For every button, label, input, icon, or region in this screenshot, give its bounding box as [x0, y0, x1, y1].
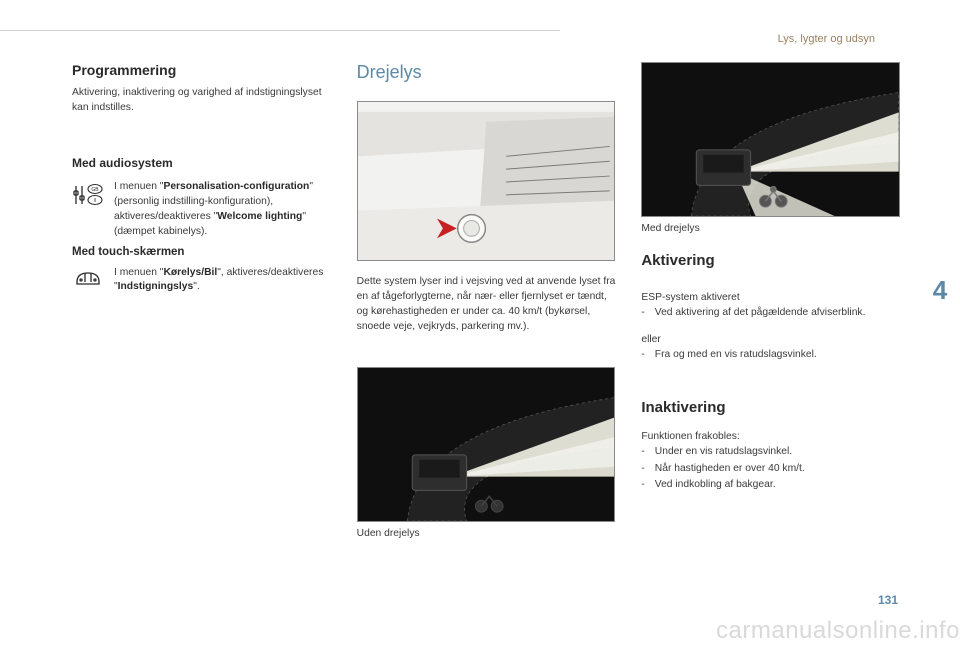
watermark: carmanualsonline.info — [716, 617, 960, 645]
chapter-tab: 4 — [920, 266, 960, 314]
settings-sliders-icon: GB I — [72, 180, 104, 208]
heading-audio: Med audiosystem — [72, 156, 331, 170]
page-content: Programmering Aktivering, inaktivering o… — [72, 62, 900, 634]
inakt-bullet-3: -Ved indkobling af bakgear. — [641, 478, 900, 493]
svg-text:I: I — [94, 198, 96, 204]
breadcrumb: Lys, lygter og udsyn — [778, 33, 875, 45]
figure-without-drejelys — [357, 367, 616, 522]
inakt-lead: Funktionen frakobles: — [641, 430, 900, 445]
header-rule — [0, 30, 560, 31]
akt-bullet-2: -Fra og med en vis ratudslagsvinkel. — [641, 348, 900, 363]
figure-foglight — [357, 101, 616, 261]
audio-block: GB I I menuen "Personalisation-configura… — [72, 180, 331, 240]
page-number: 131 — [878, 593, 898, 607]
touch-block: I menuen "Kørelys/Bil", aktiveres/deakti… — [72, 266, 331, 296]
svg-text:GB: GB — [91, 187, 99, 193]
column-middle: Drejelys — [357, 62, 616, 634]
prog-body: Aktivering, inaktivering og varighed af … — [72, 86, 331, 116]
touch-body: I menuen "Kørelys/Bil", aktiveres/deakti… — [114, 266, 331, 296]
column-right: Med drejelys Aktivering ESP-system aktiv… — [641, 62, 900, 634]
inakt-bullet-2: -Når hastigheden er over 40 km/t. — [641, 462, 900, 477]
esp-line: ESP-system aktiveret — [641, 291, 900, 306]
eller-line: eller — [641, 333, 900, 348]
heading-programmering: Programmering — [72, 62, 331, 78]
figure-with-drejelys — [641, 62, 900, 217]
heading-drejelys: Drejelys — [357, 62, 616, 83]
audio-body: I menuen "Personalisation-configuration"… — [114, 180, 331, 240]
heading-aktivering: Aktivering — [641, 252, 900, 269]
caption-uden: Uden drejelys — [357, 528, 616, 539]
caption-med: Med drejelys — [641, 223, 900, 234]
heading-touch: Med touch-skærmen — [72, 246, 331, 258]
inakt-bullet-1: -Under en vis ratudslagsvinkel. — [641, 445, 900, 460]
column-left: Programmering Aktivering, inaktivering o… — [72, 62, 331, 634]
drejelys-desc: Dette system lyser ind i vejsving ved at… — [357, 275, 616, 335]
akt-bullet-1: -Ved aktivering af det pågældende afvise… — [641, 306, 900, 321]
heading-inaktivering: Inaktivering — [641, 399, 900, 416]
car-icon — [72, 266, 104, 288]
